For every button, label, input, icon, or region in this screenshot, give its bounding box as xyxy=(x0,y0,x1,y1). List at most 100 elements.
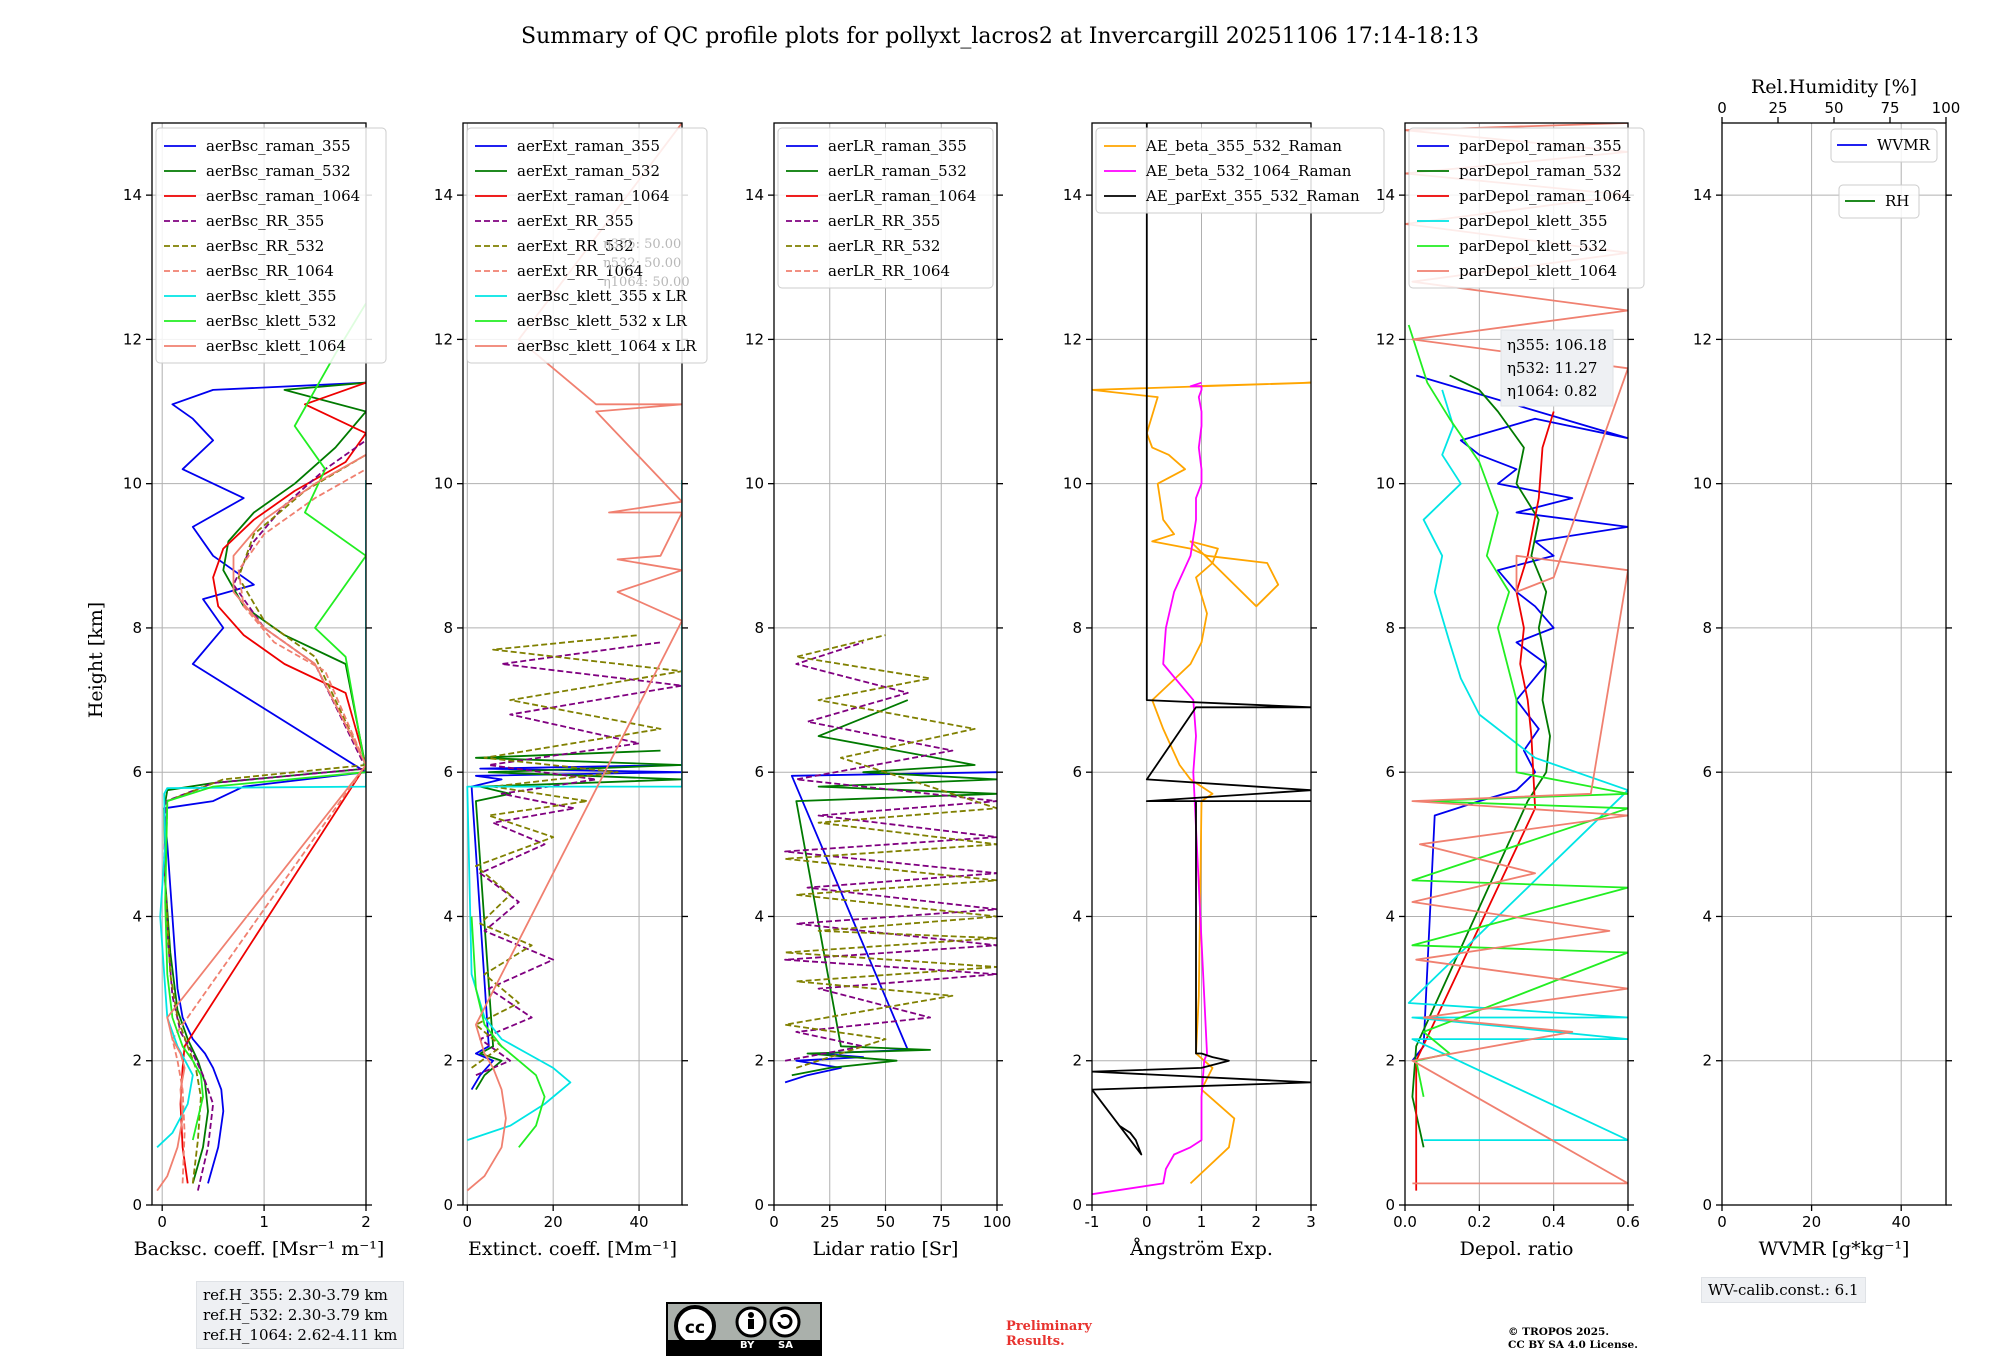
ytick-label: 10 xyxy=(1063,475,1082,493)
series-parDepol_raman_1064 xyxy=(1415,411,1555,1191)
series-aerBsc_klett_532 x LR xyxy=(470,916,546,1148)
ytick-label: 8 xyxy=(1072,619,1082,637)
ytick-label: 4 xyxy=(1385,907,1395,925)
ytick-label: 8 xyxy=(1385,619,1395,637)
legend-box xyxy=(1095,127,1385,214)
xtick-label: 3 xyxy=(1306,1213,1316,1231)
series-aerLR_RR_532 xyxy=(784,634,997,1069)
legend-entry: aerBsc_raman_355 xyxy=(206,137,351,155)
ytick-label: 2 xyxy=(1385,1052,1395,1070)
legend-entry: aerLR_RR_355 xyxy=(828,212,940,230)
ref-height-532: ref.H_532: 2.30-3.79 km xyxy=(203,1306,388,1324)
legend-entry: aerBsc_klett_532 xyxy=(206,312,337,330)
prelim-line-1: Preliminary xyxy=(1006,1319,1092,1334)
legend-entry: aerBsc_klett_355 xyxy=(206,287,337,305)
ytick-label: 6 xyxy=(754,763,764,781)
series-aerBsc_raman_355 xyxy=(163,381,366,1184)
legend-entry: parDepol_klett_1064 xyxy=(1459,262,1617,280)
legend-box xyxy=(1830,128,1938,163)
legend-entry: aerLR_RR_1064 xyxy=(828,262,950,280)
legend-entry: aerBsc_klett_355 x LR xyxy=(517,287,688,305)
legend-entry: aerExt_RR_532 xyxy=(517,237,634,255)
ytick-label: 6 xyxy=(1702,763,1712,781)
x2-axis-label: Rel.Humidity [%] xyxy=(1751,76,1917,98)
xtick-label: 0 xyxy=(769,1213,779,1231)
series-group xyxy=(784,634,997,1084)
ytick-label: 4 xyxy=(443,907,453,925)
xtick-label: 0.4 xyxy=(1542,1213,1566,1231)
ytick-label: 2 xyxy=(443,1052,453,1070)
xtick-label: 0 xyxy=(463,1213,473,1231)
ytick-label: 10 xyxy=(434,475,453,493)
x-axis-label: Extinct. coeff. [Mm⁻¹] xyxy=(468,1238,677,1260)
series-aerBsc_RR_532 xyxy=(164,454,366,1184)
copyright-note: © TROPOS 2025. CC BY SA 4.0 License. xyxy=(1508,1326,1638,1352)
preliminary-results-note: Preliminary Results. xyxy=(1006,1319,1092,1349)
ytick-label: 8 xyxy=(1702,619,1712,637)
legend-entry: aerLR_raman_532 xyxy=(828,162,967,180)
series-AE_parExt_355_532_Raman xyxy=(1092,123,1311,1156)
ytick-label: 6 xyxy=(443,763,453,781)
series-parDepol_klett_355 xyxy=(1407,389,1628,1141)
ytick-label: 14 xyxy=(745,186,764,204)
inset-entry: η532: 11.27 xyxy=(1507,359,1597,377)
xtick-label: 1 xyxy=(259,1213,269,1231)
cc-license-logo: cc BY SA xyxy=(666,1302,822,1356)
ytick-label: 14 xyxy=(1693,186,1712,204)
axes-frame xyxy=(1721,122,1947,1206)
legend-entry: aerBsc_RR_532 xyxy=(206,237,324,255)
inset-entry: η1064: 50.00 xyxy=(603,275,690,290)
inset-box: η355: 50.00 η532: 50.00 η1064: 50.00 xyxy=(603,237,690,290)
ytick-label: 0 xyxy=(1385,1196,1395,1214)
series-aerBsc_RR_1064 xyxy=(171,468,366,1184)
ytick-label: 0 xyxy=(132,1196,142,1214)
x2tick-label: 75 xyxy=(1880,99,1899,117)
legend: aerExt_raman_355 aerExt_raman_532 aerExt_r… xyxy=(466,127,708,364)
xtick-label: 0 xyxy=(1717,1213,1727,1231)
ytick-label: 6 xyxy=(1385,763,1395,781)
ytick-label: 6 xyxy=(132,763,142,781)
panel-depol: 0 2 4 6 8 10 12 14 0.0 0.2 0.4 0.6 Depol. ratio parDe… xyxy=(1376,122,1645,1260)
legend-entry: aerBsc_RR_355 xyxy=(206,212,324,230)
ytick-label: 2 xyxy=(1702,1052,1712,1070)
legend-box xyxy=(466,127,708,364)
grid xyxy=(1091,123,1312,1206)
cc-by-label: BY xyxy=(740,1340,755,1351)
legend-box xyxy=(777,127,994,289)
panel-wv: 0 2 4 6 8 10 12 14 0 20 40 0 25 50 75 100 WVMR [g*kg⁻¹] R… xyxy=(1693,76,1960,1260)
legend: WVMR RH xyxy=(1830,128,1938,219)
legend-entry: aerExt_raman_532 xyxy=(517,162,660,180)
series-group xyxy=(1092,123,1311,1196)
ytick-label: 12 xyxy=(1693,330,1712,348)
xtick-label: -1 xyxy=(1085,1213,1100,1231)
inset-box: η355: 106.18 η532: 11.27 η1064: 0.82 xyxy=(1500,329,1614,407)
ytick-label: 12 xyxy=(434,330,453,348)
grid xyxy=(1721,123,1946,1206)
inset-background xyxy=(1500,329,1614,407)
ref-height-1064: ref.H_1064: 2.62-4.11 km xyxy=(203,1326,398,1344)
axes-frame xyxy=(1404,122,1629,1206)
copyright-line-2: CC BY SA 4.0 License. xyxy=(1508,1339,1638,1351)
xtick-label: 20 xyxy=(544,1213,563,1231)
x-axis-label: WVMR [g*kg⁻¹] xyxy=(1759,1238,1910,1260)
ytick-label: 8 xyxy=(132,619,142,637)
xtick-label: 0.0 xyxy=(1393,1213,1417,1231)
x2tick-label: 25 xyxy=(1768,99,1787,117)
legend-entry: WVMR xyxy=(1877,136,1931,154)
ytick-label: 4 xyxy=(132,907,142,925)
legend-entry: aerBsc_klett_532 x LR xyxy=(517,312,688,330)
xtick-label: 1 xyxy=(1197,1213,1207,1231)
ytick-label: 2 xyxy=(754,1052,764,1070)
xtick-label: 20 xyxy=(1802,1213,1821,1231)
legend-entry: aerLR_raman_1064 xyxy=(828,187,976,205)
legend-entry: aerBsc_klett_1064 x LR xyxy=(517,337,697,355)
legend: aerBsc_raman_355 aerBsc_raman_532 aerBsc_r… xyxy=(155,127,387,364)
wv-calibration-note: WV-calib.const.: 6.1 xyxy=(1701,1277,1866,1303)
legend-entry: aerBsc_klett_1064 xyxy=(206,337,346,355)
